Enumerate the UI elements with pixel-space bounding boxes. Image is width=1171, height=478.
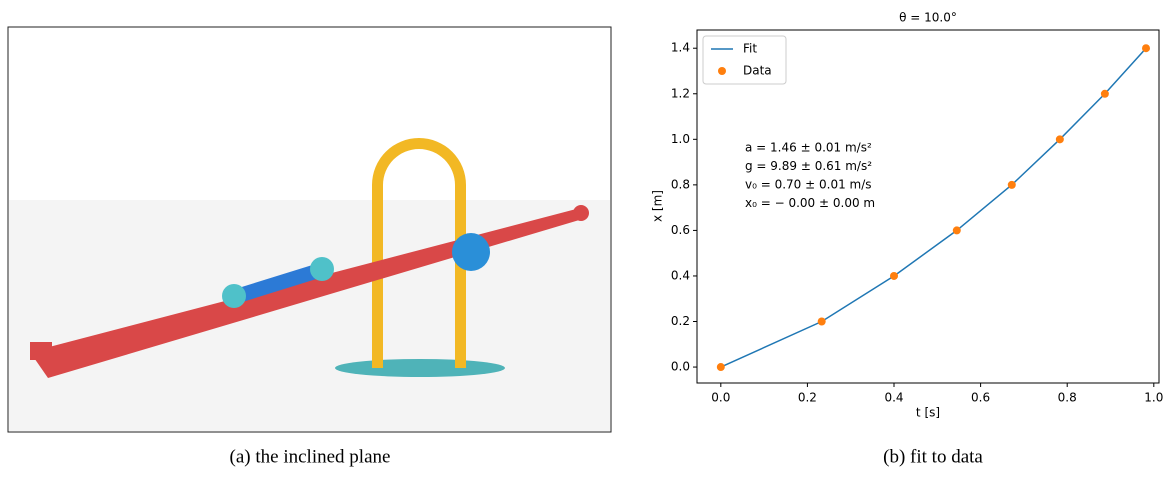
y-tick-label: 1.2 — [671, 86, 690, 100]
data-point — [1100, 89, 1109, 98]
stand-arch — [372, 138, 466, 368]
legend-label: Fit — [743, 42, 757, 56]
cart-body — [232, 262, 326, 304]
annotation: g = 9.89 ± 0.61 m/s² — [745, 159, 872, 173]
pulley — [452, 233, 490, 271]
y-tick-label: 0.6 — [671, 223, 690, 237]
photo — [7, 26, 612, 433]
incline-plank — [30, 208, 586, 378]
data-point — [890, 271, 899, 280]
y-tick-label: 1.0 — [671, 132, 690, 146]
fit-line — [720, 47, 1147, 368]
data-point — [1142, 44, 1151, 53]
y-axis-label: x [m] — [651, 190, 665, 222]
annotation: x₀ = − 0.00 ± 0.00 m — [745, 196, 875, 210]
y-tick-label: 1.4 — [671, 41, 690, 55]
stand-base — [335, 359, 505, 377]
x-axis-label: t [s] — [916, 406, 940, 420]
plank-end — [30, 342, 52, 360]
data-point — [1007, 180, 1016, 189]
x-tick-label: 0.2 — [798, 391, 817, 405]
legend-label: Data — [743, 64, 772, 78]
y-tick-label: 0.8 — [671, 177, 690, 191]
cart-wheel — [222, 284, 246, 308]
annotation: v₀ = 0.70 ± 0.01 m/s — [745, 178, 872, 192]
data-point — [716, 363, 725, 372]
caption: (b) fit to data — [883, 446, 983, 467]
plot-frame — [696, 29, 1160, 384]
x-tick-label: 0.8 — [1058, 391, 1077, 405]
x-tick-label: 1.0 — [1144, 391, 1163, 405]
data-point — [817, 317, 826, 326]
caption: (a) the inclined plane — [230, 446, 391, 467]
x-tick-label: 0.0 — [711, 391, 730, 405]
cart-wheel — [310, 257, 334, 281]
chart-title: θ = 10.0° — [899, 11, 957, 25]
y-tick-label: 0.2 — [671, 314, 690, 328]
annotation: a = 1.46 ± 0.01 m/s² — [745, 141, 872, 155]
y-tick-label: 0.4 — [671, 268, 690, 282]
y-tick-label: 0.0 — [671, 360, 690, 374]
data-point — [1055, 135, 1064, 144]
x-tick-label: 0.4 — [884, 391, 903, 405]
x-tick-label: 0.6 — [971, 391, 990, 405]
data-point — [952, 226, 961, 235]
legend-swatch — [718, 67, 726, 75]
plank-tip — [573, 205, 589, 221]
